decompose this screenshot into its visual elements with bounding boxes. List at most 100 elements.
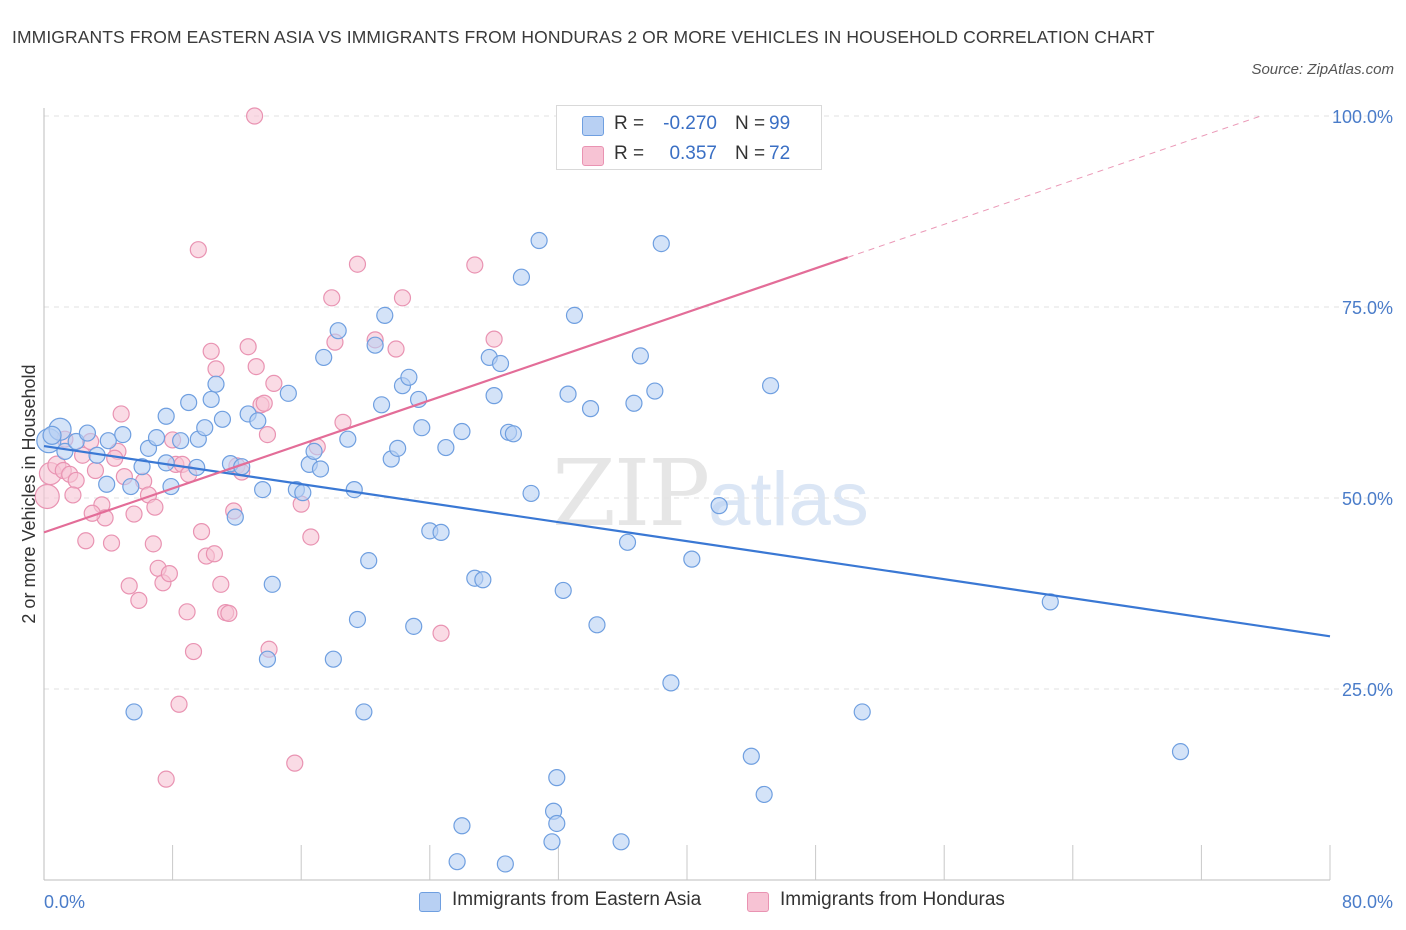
eastern-asia-point bbox=[437, 438, 455, 457]
eastern-asia-point bbox=[400, 368, 418, 386]
eastern-asia-point bbox=[263, 575, 281, 593]
honduras-point bbox=[67, 471, 85, 490]
eastern-asia-point bbox=[372, 396, 391, 414]
legend-r-value: -0.270 bbox=[663, 113, 717, 134]
eastern-asia-point bbox=[432, 523, 450, 541]
eastern-asia-point bbox=[99, 432, 117, 450]
legend-n-value: 99 bbox=[769, 113, 791, 134]
eastern-asia-point bbox=[588, 616, 606, 634]
honduras-point bbox=[323, 289, 341, 307]
eastern-asia-point bbox=[294, 484, 312, 502]
eastern-asia-point bbox=[530, 231, 548, 250]
eastern-asia-point bbox=[305, 442, 323, 460]
eastern-asia-point bbox=[662, 674, 680, 692]
eastern-asia-point bbox=[366, 336, 384, 354]
eastern-asia-point bbox=[742, 747, 760, 765]
eastern-asia-point bbox=[710, 497, 728, 515]
eastern-asia-point bbox=[1171, 743, 1190, 761]
eastern-asia-point bbox=[202, 390, 220, 409]
honduras-point bbox=[302, 528, 320, 546]
eastern-asia-point bbox=[125, 703, 143, 721]
honduras-point bbox=[184, 642, 203, 661]
honduras-point bbox=[192, 523, 211, 541]
chart-title: IMMIGRANTS FROM EASTERN ASIA VS IMMIGRAN… bbox=[12, 27, 1155, 47]
honduras-point bbox=[387, 340, 405, 358]
eastern-asia-point bbox=[226, 508, 244, 526]
honduras-point bbox=[432, 624, 450, 642]
y-tick-label: 25.0% bbox=[1342, 680, 1393, 700]
honduras-point bbox=[170, 695, 188, 713]
honduras-point bbox=[220, 604, 238, 622]
honduras-point bbox=[178, 603, 196, 621]
eastern-asia-point bbox=[345, 480, 363, 499]
eastern-asia-point bbox=[78, 424, 97, 442]
honduras-point bbox=[485, 330, 503, 348]
honduras-point bbox=[64, 486, 82, 504]
honduras-point bbox=[86, 461, 105, 480]
eastern-asia-point bbox=[315, 348, 333, 367]
eastern-asia-point bbox=[147, 429, 166, 447]
legend-n-value: 72 bbox=[769, 143, 791, 164]
series-label-honduras: Immigrants from Honduras bbox=[780, 889, 1005, 910]
legend-r-label: R = bbox=[614, 143, 645, 164]
legend-swatch-pink bbox=[582, 146, 604, 166]
eastern-asia-point bbox=[98, 475, 116, 493]
eastern-asia-point bbox=[761, 377, 780, 395]
eastern-asia-point bbox=[405, 617, 423, 635]
eastern-asia-point bbox=[612, 833, 630, 851]
eastern-asia-point bbox=[360, 552, 378, 570]
eastern-asia-point bbox=[474, 571, 492, 589]
legend-n-label: N = bbox=[735, 113, 766, 134]
eastern-asia-point bbox=[453, 422, 471, 441]
x-tick-label-min: 0.0% bbox=[44, 892, 85, 912]
eastern-asia-point bbox=[448, 853, 466, 871]
eastern-asia-point bbox=[196, 419, 214, 437]
eastern-asia-points bbox=[36, 231, 1190, 873]
eastern-asia-point bbox=[504, 425, 522, 443]
honduras-point bbox=[146, 498, 164, 516]
eastern-asia-point bbox=[157, 407, 175, 425]
eastern-asia-point bbox=[329, 322, 347, 340]
legend-row-honduras: R = 0.357 N = 72 bbox=[557, 139, 821, 169]
honduras-point bbox=[393, 289, 412, 307]
eastern-asia-point bbox=[581, 400, 600, 418]
eastern-asia-point bbox=[543, 833, 561, 851]
legend-r-value: 0.357 bbox=[669, 143, 717, 164]
honduras-point bbox=[189, 241, 207, 259]
honduras-point bbox=[286, 754, 304, 772]
eastern-asia-point bbox=[491, 354, 510, 373]
honduras-point bbox=[239, 338, 257, 356]
honduras-point bbox=[77, 532, 95, 550]
honduras-point bbox=[160, 565, 178, 583]
honduras-trend-extension bbox=[847, 115, 1261, 258]
eastern-asia-point bbox=[559, 385, 577, 403]
eastern-asia-point bbox=[631, 347, 649, 365]
eastern-asia-point bbox=[548, 814, 566, 833]
honduras-point bbox=[245, 107, 264, 125]
eastern-asia-point bbox=[355, 703, 373, 721]
axes bbox=[43, 108, 1330, 881]
honduras-point bbox=[348, 255, 367, 273]
trend-lines bbox=[43, 115, 1331, 638]
eastern-asia-point bbox=[618, 533, 637, 551]
eastern-asia-point bbox=[522, 484, 540, 503]
y-axis-label: 2 or more Vehicles in Household bbox=[19, 364, 39, 623]
eastern-asia-point bbox=[258, 650, 277, 668]
eastern-asia-point bbox=[249, 412, 267, 430]
honduras-point bbox=[102, 534, 121, 552]
eastern-asia-point bbox=[853, 703, 871, 721]
eastern-asia-point bbox=[207, 375, 225, 393]
eastern-asia-point bbox=[485, 387, 503, 405]
honduras-point bbox=[212, 575, 230, 593]
eastern-asia-point bbox=[114, 425, 132, 444]
eastern-asia-point bbox=[324, 650, 342, 668]
honduras-point bbox=[207, 360, 225, 378]
y-tick-label: 50.0% bbox=[1342, 489, 1393, 509]
honduras-trend-line bbox=[43, 256, 849, 534]
honduras-point bbox=[205, 545, 223, 563]
watermark: ZIPatlas bbox=[552, 440, 869, 547]
eastern-asia-point bbox=[453, 817, 471, 835]
eastern-asia-point bbox=[683, 550, 701, 568]
series-swatch-pink bbox=[747, 892, 769, 912]
